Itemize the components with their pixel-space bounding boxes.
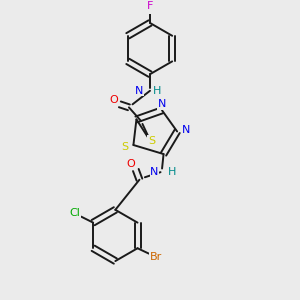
Text: F: F — [147, 2, 153, 11]
Text: Cl: Cl — [70, 208, 80, 218]
Text: S: S — [121, 142, 128, 152]
Text: H: H — [168, 167, 176, 177]
Text: Br: Br — [150, 252, 162, 262]
Text: N: N — [150, 167, 159, 177]
Text: O: O — [126, 159, 135, 169]
Text: N: N — [135, 86, 144, 96]
Text: N: N — [158, 99, 166, 109]
Text: S: S — [148, 136, 155, 146]
Text: H: H — [153, 86, 162, 96]
Text: O: O — [110, 95, 118, 105]
Text: N: N — [182, 125, 190, 135]
